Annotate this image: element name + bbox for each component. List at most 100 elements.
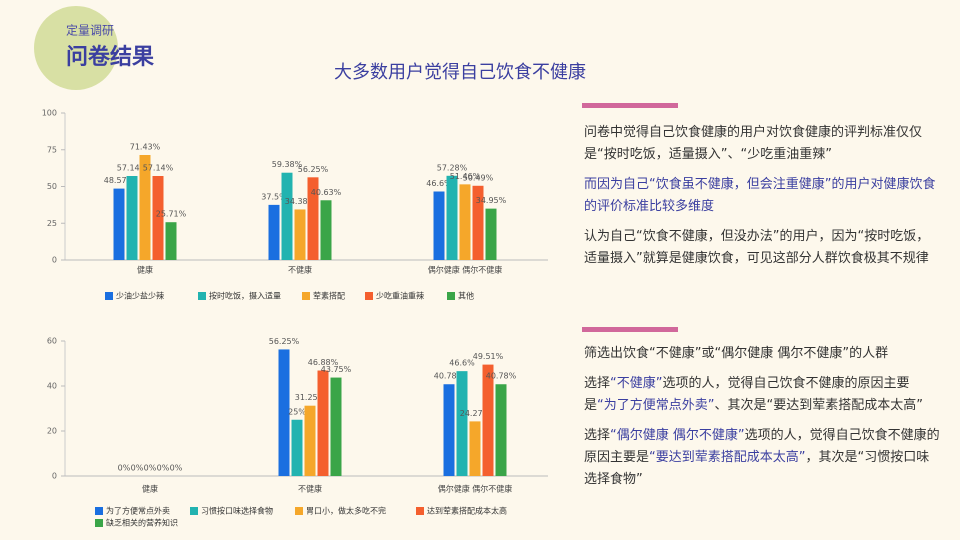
legend-swatch — [302, 292, 310, 300]
y-tick-label: 100 — [42, 109, 57, 118]
bar — [317, 370, 329, 476]
bar — [456, 371, 468, 476]
data-label: 34.38% — [285, 197, 316, 206]
legend-label: 达到荤素搭配成本太高 — [427, 506, 507, 516]
legend-swatch — [447, 292, 455, 300]
note-text: 选项的人，觉得自己饮食不健康的原因主要是 — [584, 376, 910, 413]
bar — [165, 222, 177, 260]
note-text: 选择 — [584, 428, 611, 443]
data-label: 0% — [157, 464, 170, 473]
data-label: 46.88% — [308, 358, 339, 367]
note-text: 、其次是“要达到荤素搭配成本太高” — [714, 398, 923, 413]
bar — [443, 384, 455, 476]
x-tick-label: 不健康 — [298, 484, 322, 494]
x-tick-label: 偶尔健康 偶尔不健康 — [428, 265, 503, 275]
bar — [482, 364, 494, 476]
chart-title: 大多数用户觉得自己饮食不健康 — [334, 62, 586, 83]
bar — [330, 377, 342, 476]
bar — [472, 185, 484, 260]
data-label: 48.57% — [104, 176, 135, 185]
bar — [126, 176, 138, 260]
legend-swatch — [295, 507, 303, 515]
data-label: 34.95% — [476, 196, 507, 205]
decor-circle — [34, 6, 118, 90]
data-label: 56.25% — [269, 337, 300, 346]
note-block: 筛选出饮食“不健康”或“偶尔健康 偶尔不健康”的人群 选择“不健康”选项的人，觉得… — [584, 343, 940, 499]
data-label: 57.28% — [437, 163, 468, 172]
data-label: 37.5% — [261, 192, 287, 201]
bar — [459, 184, 471, 260]
note-paragraph: 选择“偶尔健康 偶尔不健康”选项的人，觉得自己饮食不健康的原因主要是“要达到荤素… — [584, 425, 940, 491]
legend-label: 其他 — [458, 291, 474, 301]
bar — [294, 209, 306, 260]
x-tick-label: 偶尔健康 偶尔不健康 — [438, 484, 513, 494]
bar — [139, 154, 151, 260]
note-text: “要达到荤素搭配成本太高” — [649, 450, 806, 465]
note-text: 筛选出饮食“不健康”或“偶尔健康 偶尔不健康”的人群 — [584, 346, 889, 361]
data-label: 24.27% — [460, 409, 491, 418]
y-tick-label: 0 — [52, 256, 57, 265]
legend-label: 胃口小，做太多吃不完 — [306, 506, 386, 516]
legend-swatch — [105, 292, 113, 300]
legend-label: 习惯按口味选择食物 — [201, 506, 273, 516]
data-label: 0% — [131, 464, 144, 473]
legend-swatch — [95, 519, 103, 527]
legend-label: 按时吃饭，摄入适量 — [209, 291, 281, 301]
data-label: 46.6% — [449, 359, 475, 368]
bar — [307, 177, 319, 260]
data-label: 40.78% — [434, 372, 465, 381]
y-tick-label: 60 — [47, 337, 57, 346]
bar — [320, 200, 332, 260]
legend-label: 缺乏相关的营养知识 — [106, 518, 178, 528]
note-text: 选择 — [584, 376, 611, 391]
bar — [469, 421, 481, 476]
note-block: 问卷中觉得自己饮食健康的用户对饮食健康的评判标准仅仅是“按时吃饭，适量摄入”、“… — [584, 122, 940, 278]
note-paragraph: 筛选出饮食“不健康”或“偶尔健康 偶尔不健康”的人群 — [584, 343, 940, 365]
y-tick-label: 50 — [47, 182, 57, 191]
note-text: 选项的人，觉得自己饮食不健康的原因主要是 — [584, 428, 940, 465]
note-paragraph: 问卷中觉得自己饮食健康的用户对饮食健康的评判标准仅仅是“按时吃饭，适量摄入”、“… — [584, 122, 940, 166]
data-label: 57.14% — [143, 164, 174, 173]
data-label: 0% — [144, 464, 157, 473]
data-label: 40.78% — [486, 372, 517, 381]
legend-label: 为了方便常点外卖 — [106, 506, 170, 516]
bar — [113, 188, 125, 260]
y-tick-label: 40 — [47, 382, 57, 391]
bar — [485, 208, 497, 260]
bar — [446, 175, 458, 260]
x-tick-label: 健康 — [142, 484, 158, 494]
data-label: 25.71% — [156, 210, 187, 219]
legend-swatch — [190, 507, 198, 515]
bar — [281, 172, 293, 260]
decor-bar — [582, 327, 678, 332]
note-text: 而因为自己“饮食虽不健康，但会注重健康”的用户对健康饮食的评价标准比较多维度 — [584, 177, 936, 214]
bar — [304, 405, 316, 476]
data-label: 0% — [118, 464, 131, 473]
legend-swatch — [365, 292, 373, 300]
legend-label: 荤素搭配 — [313, 291, 345, 301]
data-label: 50.49% — [463, 173, 494, 182]
legend-label: 少油少盐少辣 — [116, 291, 164, 301]
note-text: “不健康” — [610, 376, 663, 391]
decor-bar — [582, 103, 678, 108]
y-tick-label: 75 — [47, 145, 57, 154]
legend-swatch — [198, 292, 206, 300]
data-label: 31.25% — [295, 393, 326, 402]
note-paragraph: 认为自己“饮食不健康，但没办法”的用户，因为“按时吃饭，适量摄入”就算是健康饮食… — [584, 226, 940, 270]
legend-swatch — [416, 507, 424, 515]
note-text: ，其次是“习惯按口味选择食物” — [584, 450, 930, 487]
bar — [495, 384, 507, 476]
data-label: 71.43% — [130, 142, 161, 151]
data-label: 40.63% — [311, 188, 342, 197]
bar — [291, 419, 303, 476]
bar — [268, 204, 280, 260]
bar — [433, 191, 445, 260]
data-label: 25% — [288, 407, 306, 416]
data-label: 46.6% — [426, 179, 452, 188]
header-title: 问卷结果 — [66, 44, 154, 70]
bar — [278, 349, 290, 476]
legend-swatch — [95, 507, 103, 515]
data-label: 51.46% — [450, 172, 481, 181]
